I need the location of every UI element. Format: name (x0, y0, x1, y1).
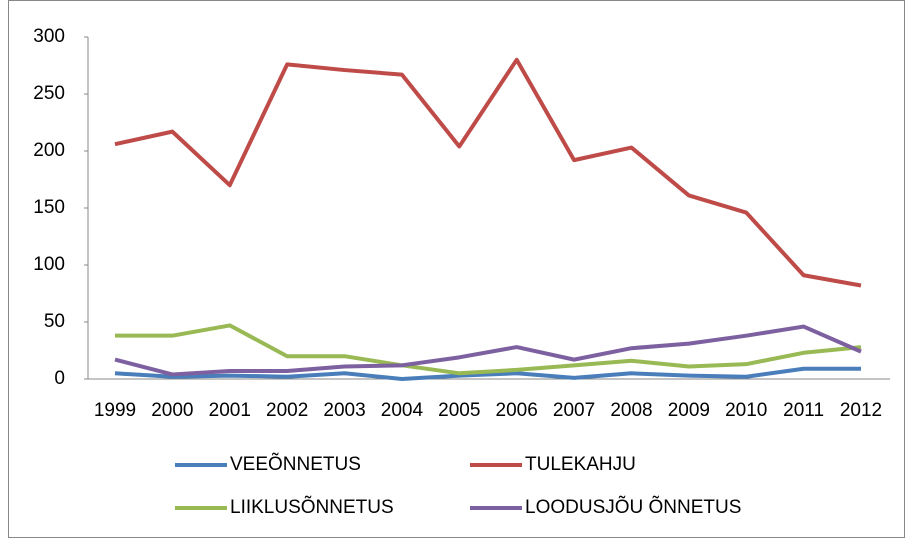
series-line (115, 323, 862, 376)
legend-label: LOODUSJÕU ÕNNETUS (525, 496, 741, 518)
y-tick-label: 300 (33, 26, 65, 47)
x-tick-label: 2009 (668, 400, 710, 421)
x-tick-label: 2010 (725, 400, 767, 421)
x-tick-label: 2003 (323, 400, 365, 421)
x-tick-label: 2005 (438, 400, 480, 421)
x-tick-label: 2001 (209, 400, 251, 421)
x-tick-label: 2011 (783, 400, 824, 421)
legend-label: LIIKLUSÕNNETUS (230, 496, 394, 518)
y-tick-label: 50 (44, 311, 65, 332)
x-tick-label: 2000 (151, 400, 193, 421)
y-tick-label: 0 (54, 368, 65, 389)
x-tick-label: 2002 (266, 400, 308, 421)
y-tick-label: 200 (33, 140, 65, 161)
x-tick-label: 2008 (610, 400, 652, 421)
series-line (114, 366, 861, 381)
legend-label: TULEKAHJU (525, 454, 636, 475)
x-tick-label: 2007 (553, 400, 595, 421)
x-tick-label: 2004 (381, 400, 424, 421)
legend-label: VEEÕNNETUS (230, 453, 361, 475)
chart-frame (8, 0, 905, 538)
y-tick-label: 150 (33, 197, 65, 218)
series-line (114, 324, 862, 377)
x-tick-label: 1999 (94, 400, 136, 421)
x-tick-label: 2006 (496, 400, 538, 421)
y-tick-label: 250 (33, 83, 65, 104)
y-tick-label: 100 (33, 254, 65, 275)
series-line (114, 57, 862, 288)
x-tick-label: 2012 (840, 400, 882, 421)
